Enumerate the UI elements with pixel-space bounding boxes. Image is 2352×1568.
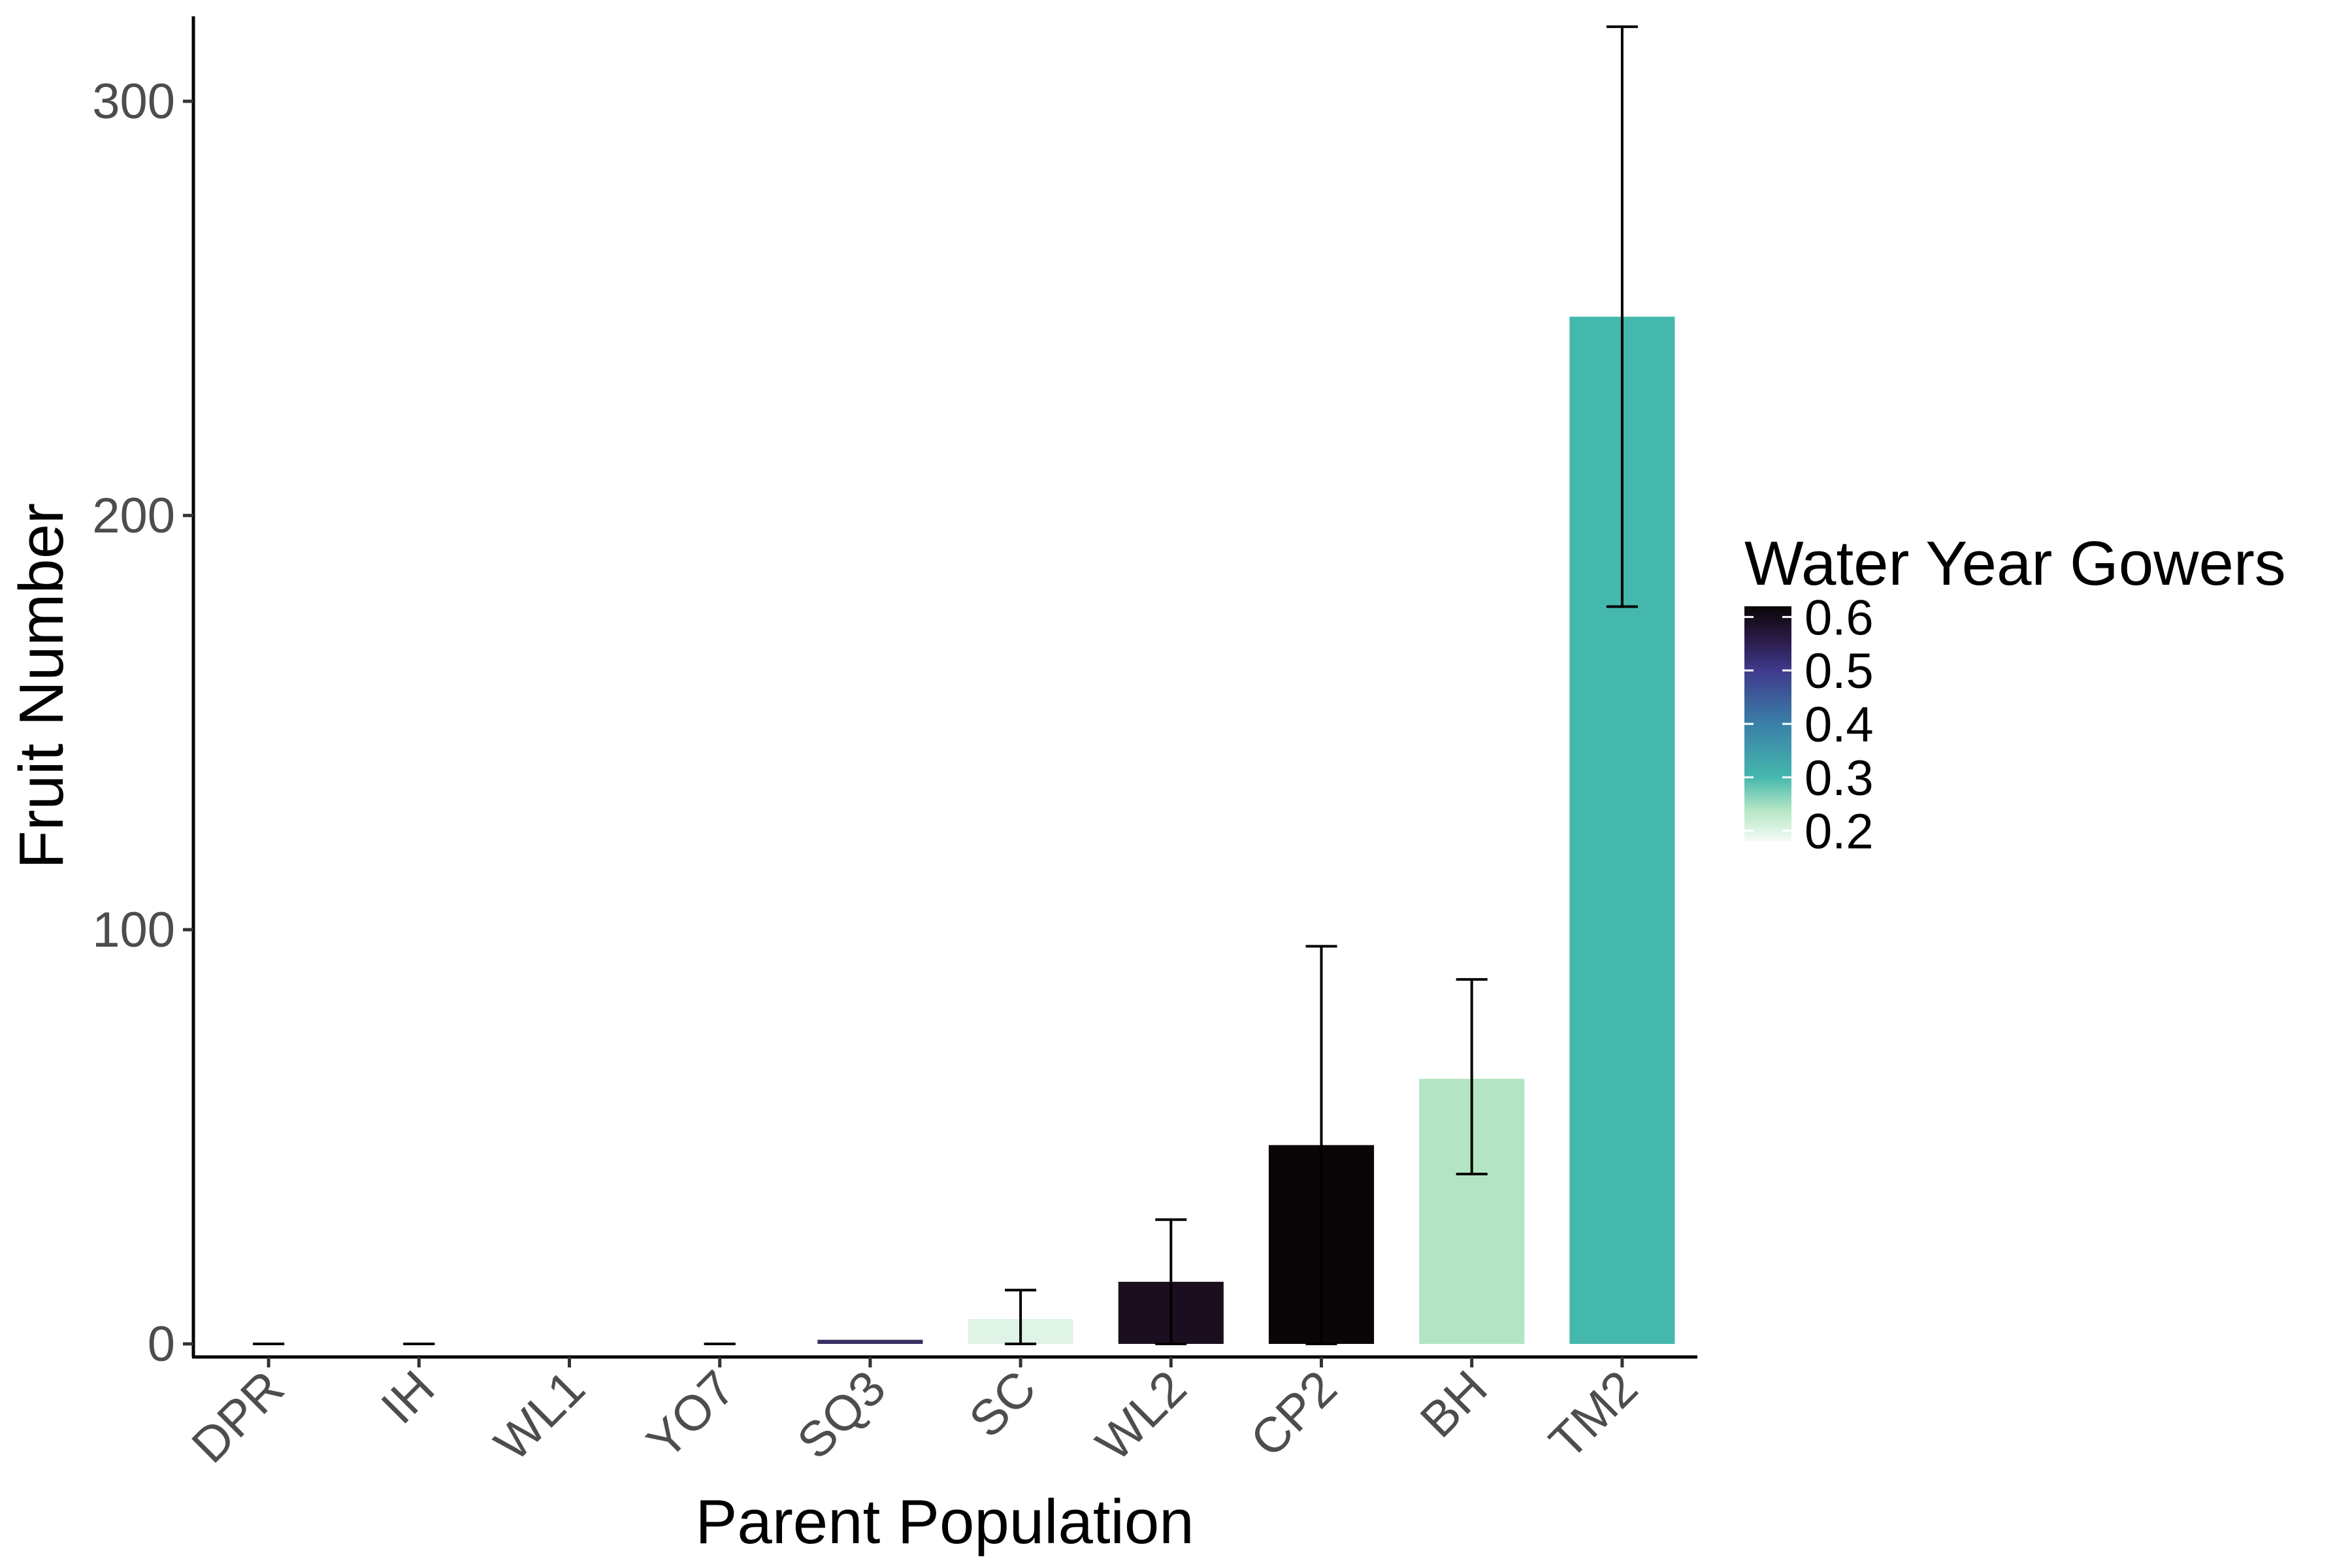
x-tick-label: IH [370, 1360, 445, 1435]
x-tick-label: SQ3 [787, 1360, 896, 1470]
color-legend: Water Year Gowers 0.60.50.40.30.2 [1744, 529, 2286, 860]
legend-title: Water Year Gowers [1744, 529, 2286, 598]
legend-tick-label: 0.4 [1805, 697, 1874, 753]
y-axis-title: Fruit Number [7, 503, 76, 869]
y-tick-label: 100 [92, 902, 175, 958]
x-tick-label: SC [958, 1360, 1047, 1448]
legend-tick-label: 0.5 [1805, 644, 1874, 699]
x-tick-label: YO7 [636, 1360, 746, 1470]
y-ticks-layer: 0 100 200 300 [92, 74, 193, 1372]
y-tick-label: 300 [92, 74, 175, 129]
legend-tick-label: 0.2 [1805, 804, 1874, 860]
error-bar-sc [1005, 1288, 1037, 1345]
legend-tick-label: 0.6 [1805, 590, 1874, 645]
x-tick-label: WL1 [484, 1360, 596, 1472]
error-bar-tm2 [1606, 25, 1638, 608]
x-tick-label: DPR [182, 1360, 295, 1474]
x-tick-label: CP2 [1240, 1360, 1348, 1468]
error-bar-cp2 [1305, 945, 1337, 1345]
x-tick-label: BH [1410, 1360, 1498, 1448]
error-bars-layer [253, 25, 1638, 1345]
bars-layer [817, 316, 1675, 1345]
x-tick-label: WL2 [1086, 1360, 1198, 1472]
x-tick-label: TM2 [1539, 1360, 1648, 1470]
error-bar-bh [1456, 978, 1488, 1176]
legend-ticks-layer: 0.60.50.40.30.2 [1744, 590, 1874, 860]
y-tick-label: 0 [148, 1316, 175, 1372]
y-tick-label: 200 [92, 488, 175, 544]
error-bar-wl2 [1155, 1218, 1187, 1345]
x-axis-title: Parent Population [695, 1487, 1194, 1557]
axes-layer [191, 16, 1697, 1359]
x-ticks-layer: DPR IH WL1 YO7 SQ3 SC WL2 CP2 BH TM2 [182, 1357, 1648, 1473]
legend-tick-label: 0.3 [1805, 751, 1874, 806]
bar-sq3 [817, 1339, 923, 1344]
